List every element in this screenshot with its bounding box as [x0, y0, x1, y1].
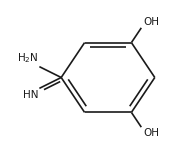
Text: OH: OH [143, 17, 159, 27]
Text: HN: HN [23, 90, 39, 100]
Text: OH: OH [143, 128, 159, 138]
Text: H$_2$N: H$_2$N [17, 51, 39, 65]
